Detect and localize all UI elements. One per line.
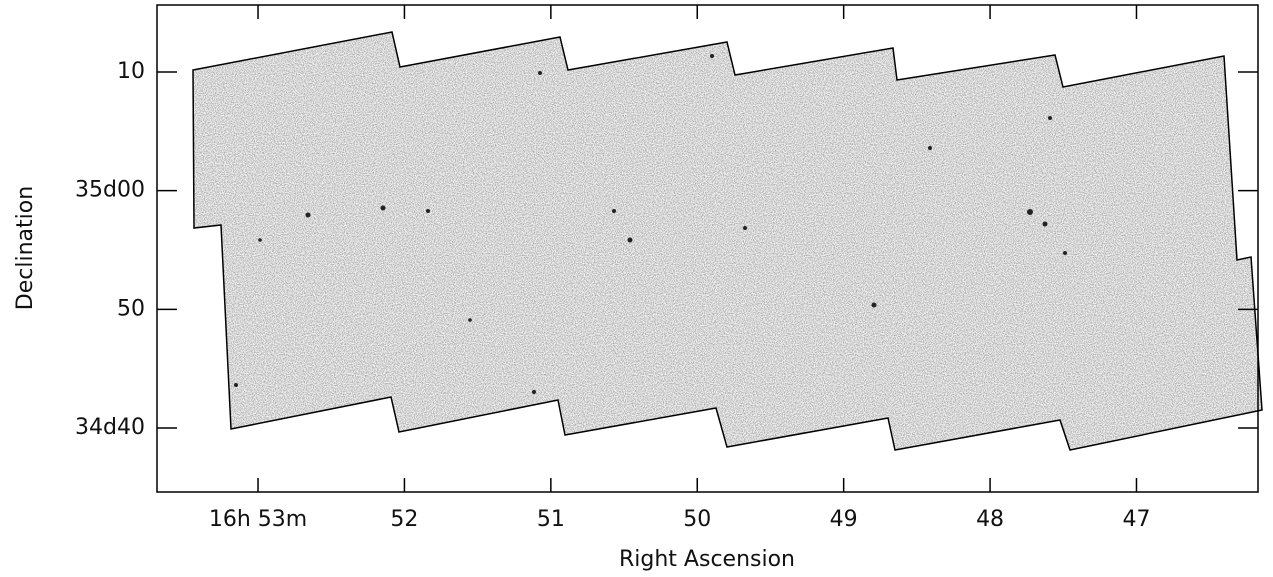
- y-axis-label: Declination: [13, 186, 38, 310]
- y-tick-label: 35d00: [75, 178, 145, 203]
- y-tick-label: 10: [117, 59, 145, 84]
- sky-mosaic: [192, 31, 1263, 451]
- y-tick-label: 34d40: [75, 415, 145, 440]
- y-tick-label: 50: [117, 296, 145, 321]
- x-tick-label: 51: [537, 507, 565, 532]
- x-tick-label: 49: [830, 507, 858, 532]
- x-tick-label: 48: [976, 507, 1004, 532]
- x-tick-label: 52: [390, 507, 418, 532]
- x-axis-label: Right Ascension: [619, 547, 795, 572]
- x-tick-label: 47: [1122, 507, 1150, 532]
- plot-frame: [156, 4, 1259, 493]
- x-tick-label: 50: [683, 507, 711, 532]
- x-tick-label: 16h 53m: [209, 507, 307, 532]
